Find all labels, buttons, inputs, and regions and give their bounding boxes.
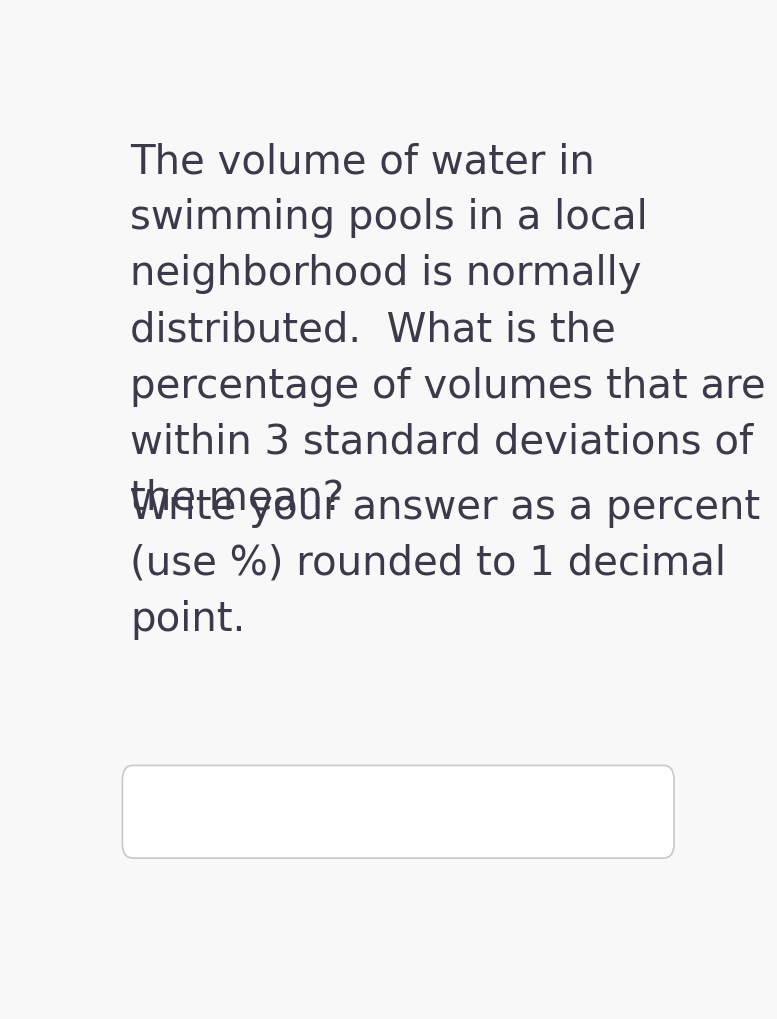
Text: The volume of water in
swimming pools in a local
neighborhood is normally
distri: The volume of water in swimming pools in… xyxy=(131,142,766,519)
FancyBboxPatch shape xyxy=(123,765,674,858)
Text: Write your answer as a percent
(use %) rounded to 1 decimal
point.: Write your answer as a percent (use %) r… xyxy=(131,487,761,639)
